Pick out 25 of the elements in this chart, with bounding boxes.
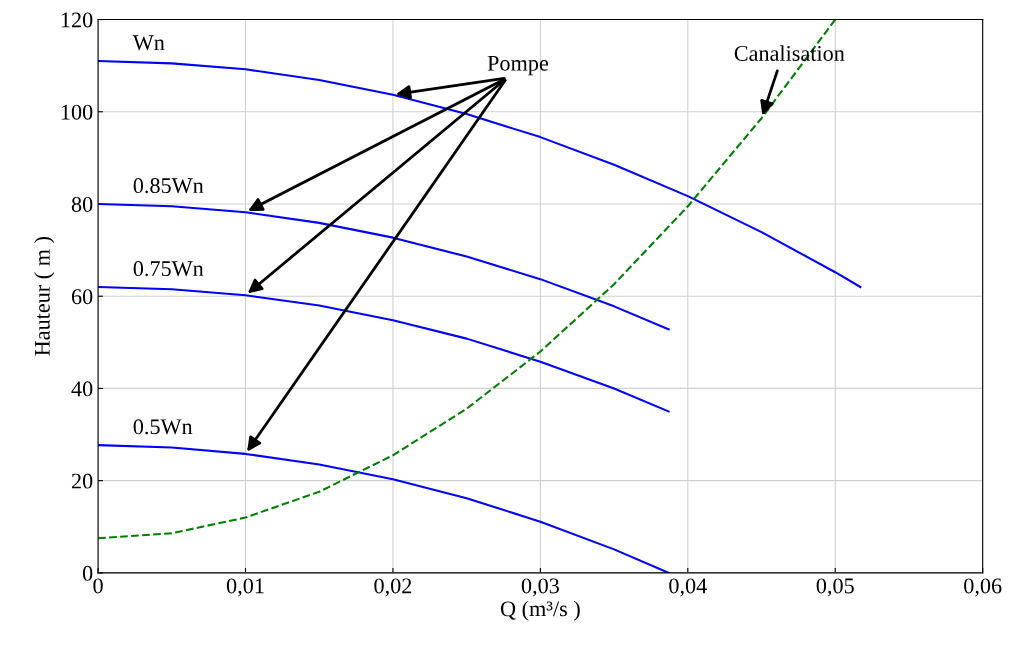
x-tick-label: 0 [93, 578, 103, 594]
y-tick-label: 20 [71, 473, 93, 489]
x-tick-label: 0,01 [226, 578, 264, 597]
y-tick-label: 120 [61, 12, 93, 28]
series-label: 0.85Wn [133, 178, 204, 194]
annotation: Canalisation [734, 45, 845, 61]
line-series [98, 202, 670, 331]
line-series [98, 285, 670, 413]
x-tick-label: 0,02 [374, 578, 412, 597]
series-label: 0.75Wn [133, 261, 204, 277]
y-tick-label: 40 [71, 381, 93, 397]
annotation: Pompe [487, 55, 549, 76]
y-tick-label: 80 [71, 196, 93, 212]
x-axis-title: Q (m³/s ) [500, 600, 580, 621]
x-tick-label: 0,04 [669, 578, 707, 597]
y-tick-label: 0 [82, 565, 93, 581]
y-tick-label: 60 [71, 289, 93, 305]
series-label: 0.5Wn [133, 419, 193, 435]
series-label: Wn [132, 35, 165, 51]
x-tick-label: 0,06 [964, 578, 1002, 597]
x-tick-label: 0,03 [521, 578, 559, 597]
y-tick-label: 100 [61, 104, 93, 120]
x-tick-label: 0,05 [816, 578, 854, 597]
line-series [98, 444, 670, 573]
y-axis-title: Hauteur ( m ) [34, 237, 55, 356]
